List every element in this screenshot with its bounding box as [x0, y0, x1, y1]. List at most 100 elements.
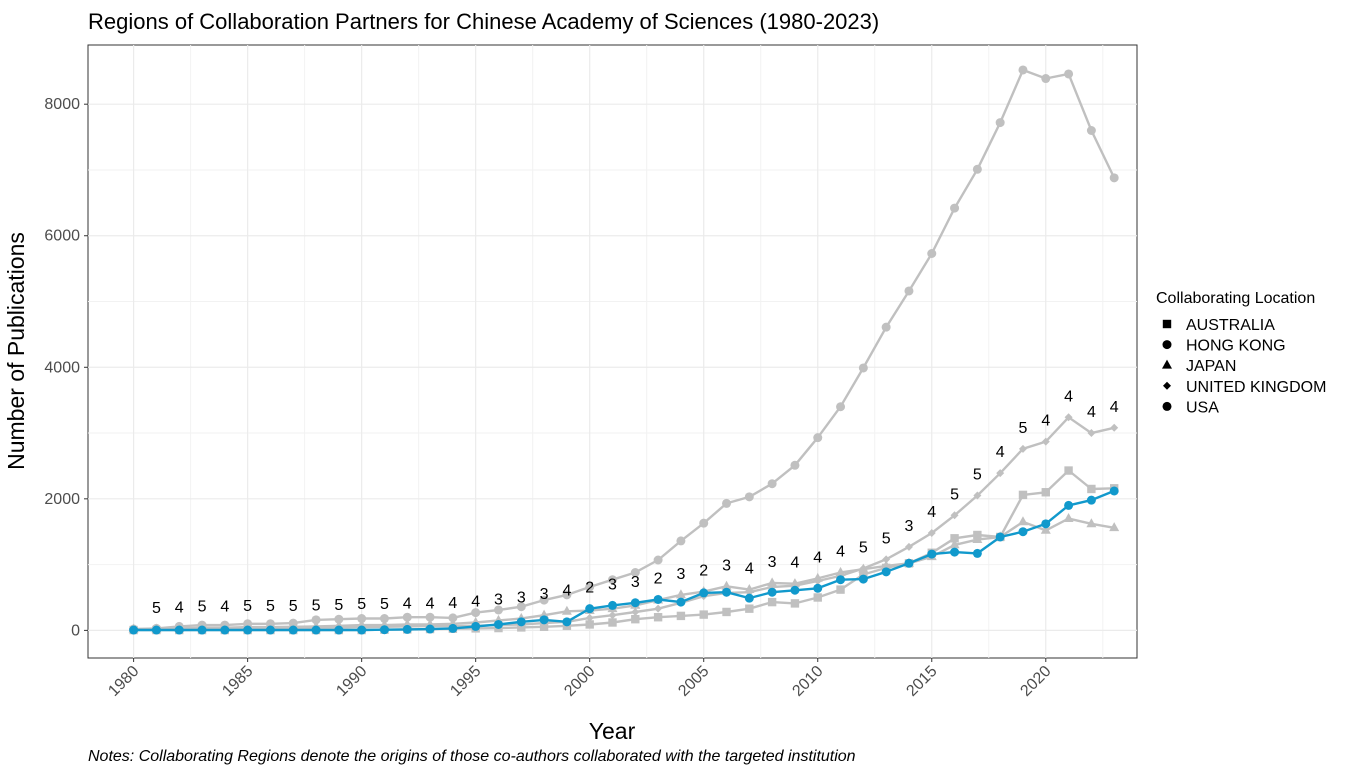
rank-label: 3 — [905, 518, 914, 535]
point-hong-kong — [972, 548, 982, 558]
chart-note: Notes: Collaborating Regions denote the … — [88, 748, 856, 765]
point-hong-kong — [813, 583, 823, 593]
point-australia — [950, 534, 959, 543]
point-hong-kong — [1064, 500, 1074, 510]
point-japan — [1017, 516, 1028, 526]
point-united-kingdom — [927, 529, 936, 538]
point-usa — [881, 322, 891, 332]
point-usa — [608, 575, 617, 585]
rank-label: 2 — [585, 580, 594, 597]
x-tick-label: 1980 — [105, 663, 142, 700]
point-hong-kong — [197, 625, 207, 635]
point-united-kingdom — [1018, 444, 1027, 453]
point-hong-kong — [585, 604, 595, 614]
rank-label: 4 — [562, 582, 571, 599]
rank-label: 5 — [289, 598, 298, 615]
x-tick-label: 2005 — [675, 663, 712, 700]
point-hong-kong — [790, 585, 800, 595]
point-united-kingdom — [859, 564, 868, 573]
point-hong-kong — [174, 625, 184, 635]
rank-label: 5 — [882, 530, 891, 547]
rank-label: 5 — [198, 599, 207, 616]
point-australia — [790, 599, 800, 608]
point-japan — [1086, 518, 1097, 528]
point-hong-kong — [471, 621, 481, 631]
legend-items: AUSTRALIA HONG KONG JAPAN UNITED KINGDOM USA — [1162, 317, 1326, 416]
point-hong-kong — [904, 558, 914, 568]
point-japan — [1109, 522, 1120, 532]
point-australia — [653, 613, 663, 622]
rank-label: 3 — [540, 586, 549, 603]
point-united-kingdom — [1087, 429, 1096, 438]
plot-panel — [87, 44, 1138, 659]
rank-label: 5 — [859, 540, 868, 557]
x-tick-label: 2020 — [1017, 663, 1054, 700]
rank-label: 5 — [266, 598, 275, 615]
rank-label: 4 — [1087, 404, 1096, 421]
point-japan — [1040, 524, 1051, 534]
legend-item-united-kingdom: UNITED KINGDOM — [1163, 379, 1326, 396]
rank-label: 5 — [312, 597, 321, 614]
x-axis-label: Year — [589, 718, 636, 744]
point-australia — [813, 593, 822, 602]
x-tick-label: 1985 — [219, 663, 256, 700]
rank-label: 2 — [699, 563, 708, 580]
point-hong-kong — [379, 625, 389, 635]
point-usa — [858, 363, 868, 373]
point-united-kingdom — [654, 604, 663, 613]
point-usa — [243, 619, 253, 629]
rank-label: 4 — [471, 593, 480, 610]
legend-item-japan: JAPAN — [1162, 358, 1236, 375]
rank-label: 5 — [243, 598, 252, 615]
rank-label: 4 — [426, 595, 435, 612]
rank-label: 4 — [813, 549, 822, 566]
rank-label: 3 — [631, 574, 640, 591]
point-usa — [516, 602, 526, 612]
rank-label: 3 — [676, 566, 685, 583]
rank-label: 4 — [836, 543, 845, 560]
point-usa — [950, 203, 960, 213]
point-australia — [699, 610, 708, 619]
rank-label: 5 — [380, 596, 389, 613]
rank-label: 4 — [175, 599, 184, 616]
point-usa — [334, 614, 344, 624]
point-australia — [631, 614, 640, 624]
rank-label: 4 — [790, 555, 799, 572]
point-hong-kong — [676, 597, 686, 607]
rank-label: 4 — [1110, 399, 1119, 416]
rank-label: 2 — [654, 570, 663, 587]
point-australia — [1041, 488, 1050, 497]
rank-label: 5 — [1019, 420, 1028, 437]
legend-item-australia: AUSTRALIA — [1162, 317, 1275, 334]
point-japan — [972, 534, 983, 544]
point-australia — [1064, 466, 1073, 475]
point-hong-kong — [539, 615, 549, 625]
legend-label: UNITED KINGDOM — [1186, 379, 1326, 396]
point-usa — [1086, 126, 1096, 136]
point-hong-kong — [288, 625, 298, 635]
point-hong-kong — [357, 625, 367, 635]
point-usa — [836, 402, 846, 412]
legend-key-hong-kong — [1162, 340, 1172, 350]
legend-label: USA — [1186, 399, 1219, 416]
rank-label: 5 — [950, 486, 959, 503]
point-hong-kong — [836, 575, 846, 585]
point-usa — [539, 595, 549, 605]
point-hong-kong — [1086, 495, 1096, 505]
point-australia — [1087, 484, 1096, 494]
rank-label: 5 — [334, 597, 343, 614]
point-hong-kong — [881, 567, 891, 577]
point-usa — [630, 567, 640, 577]
point-hong-kong — [699, 588, 709, 598]
rank-label: 4 — [1064, 388, 1073, 405]
point-usa — [265, 619, 275, 629]
legend-key-australia — [1162, 319, 1172, 329]
x-tick-label: 1995 — [447, 663, 484, 700]
point-usa — [904, 286, 914, 296]
point-hong-kong — [334, 625, 344, 635]
x-tick-label: 2010 — [789, 663, 826, 700]
point-hong-kong — [151, 625, 161, 635]
point-hong-kong — [1041, 519, 1051, 529]
legend-title: Collaborating Location — [1156, 290, 1315, 307]
